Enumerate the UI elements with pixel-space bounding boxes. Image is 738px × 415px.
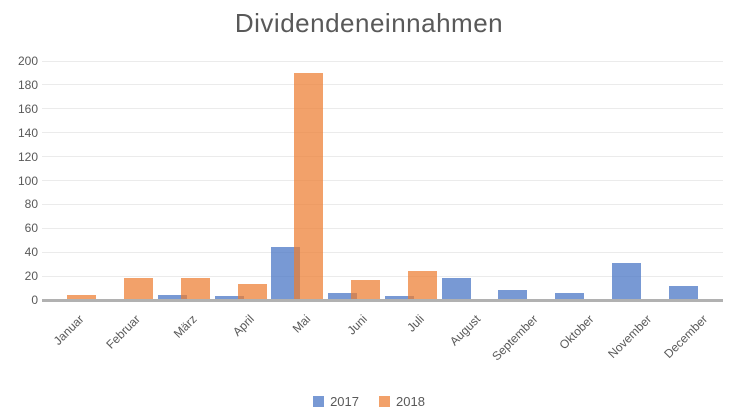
y-axis-tick-label: 60 [24,221,38,236]
bar-2018-Januar [67,295,97,300]
bar-2017-Juni [328,293,358,300]
gridline [42,275,723,277]
gridline [42,251,723,253]
gridline [42,84,723,86]
y-axis-tick-label: 200 [17,54,38,68]
x-axis-label: Februar [103,312,144,352]
bar-2018-Februar [124,278,154,300]
bar-2017-December [668,286,698,300]
x-axis-line [42,299,723,302]
y-axis-tick-label: 0 [31,293,38,307]
gridline [42,132,723,134]
bar-2017-Juli [384,296,414,300]
gridline [42,227,723,229]
bar-2018-Juni [351,280,381,300]
gridline [42,108,723,110]
y-axis-tick-label: 160 [17,101,38,116]
x-axis-label: November [604,312,654,362]
x-axis-label: Oktober [556,312,598,353]
x-axis-label: März [171,312,200,341]
legend-swatch-2018 [379,396,390,407]
x-axis-label: Januar [50,312,87,348]
bar-2018-Mai [294,73,324,300]
legend: 2017 2018 [0,394,738,409]
bar-2017-November [611,263,641,300]
chart-title: Dividendeneinnahmen [234,8,504,38]
bar-2017-August [441,278,471,300]
x-axis-label: Juli [404,312,427,335]
legend-item-2017: 2017 [313,394,359,409]
legend-label-2017: 2017 [330,394,359,409]
gridline [42,60,723,62]
bar-2017-April [214,296,244,300]
y-axis-tick-label: 40 [24,245,38,260]
legend-item-2018: 2018 [379,394,425,409]
bar-2017-Oktober [555,293,585,300]
bar-2017-März [157,295,187,300]
bar-2018-Juli [407,271,437,300]
gridline [42,180,723,181]
bar-2018-März [180,278,210,300]
y-axis-tick-label: 80 [24,197,38,212]
bar-2017-September [498,290,528,300]
x-axis-label: September [488,312,541,364]
y-axis-tick-label: 180 [17,77,38,92]
legend-swatch-2017 [313,396,325,407]
gridline [42,203,723,205]
x-axis-label: December [661,312,711,362]
legend-label-2018: 2018 [396,394,425,409]
y-axis-tick-label: 20 [24,269,38,284]
x-axis-label: August [447,312,484,349]
y-axis-tick-label: 100 [17,173,38,188]
x-axis-label: April [229,312,257,339]
x-axis-label: Mai [289,312,314,336]
bar-2018-April [237,284,267,300]
gridline [42,156,723,158]
y-axis-tick-label: 140 [17,125,38,140]
y-axis-tick-label: 120 [17,149,38,164]
x-axis-label: Juni [344,312,371,338]
